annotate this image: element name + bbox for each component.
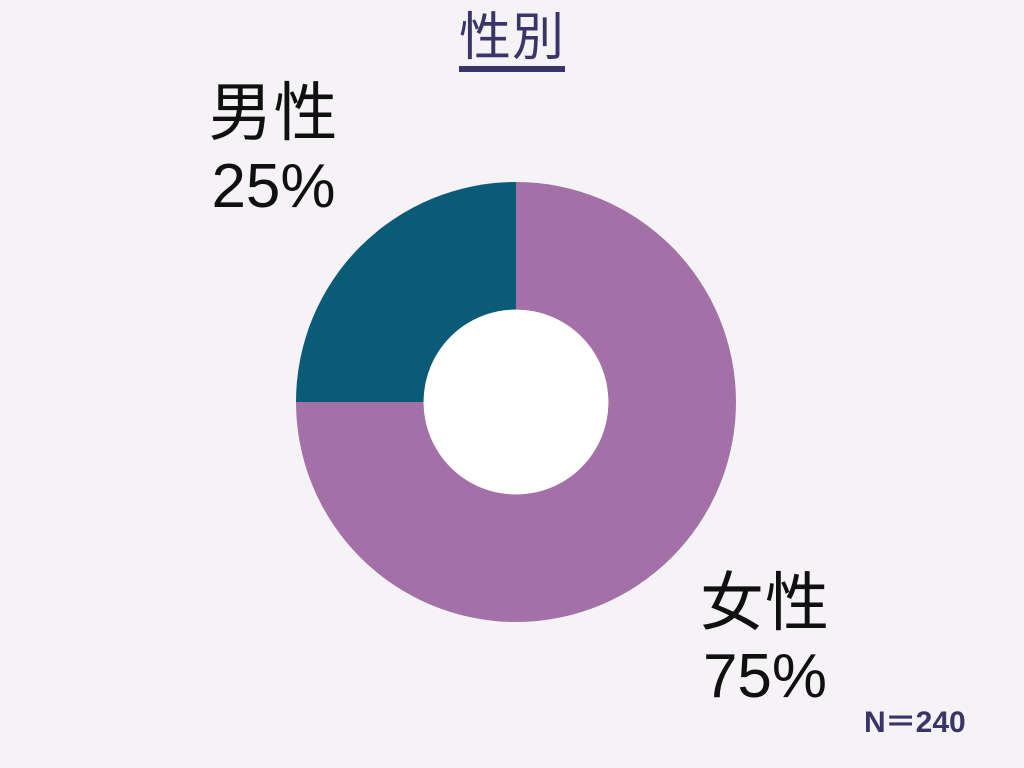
donut-chart [296,182,736,622]
slice-label-female-percent: 75% [702,641,828,711]
chart-title-text: 性別 [458,12,565,72]
pie-slice-female[interactable] [296,182,736,622]
slice-label-female-name: 女性 [700,567,830,639]
sample-size-annotation: N＝240 [864,706,966,739]
slice-label-male-name: 男性 [208,77,339,149]
donut-hole [423,309,609,495]
slice-label-male: 男性 25% [206,80,341,219]
pie-slice-male[interactable] [296,182,516,402]
page-title: 性別 [0,12,1024,72]
slice-label-female: 女性 75% [696,570,834,709]
donut-svg [296,182,736,622]
slice-label-male-percent: 25% [211,151,336,221]
